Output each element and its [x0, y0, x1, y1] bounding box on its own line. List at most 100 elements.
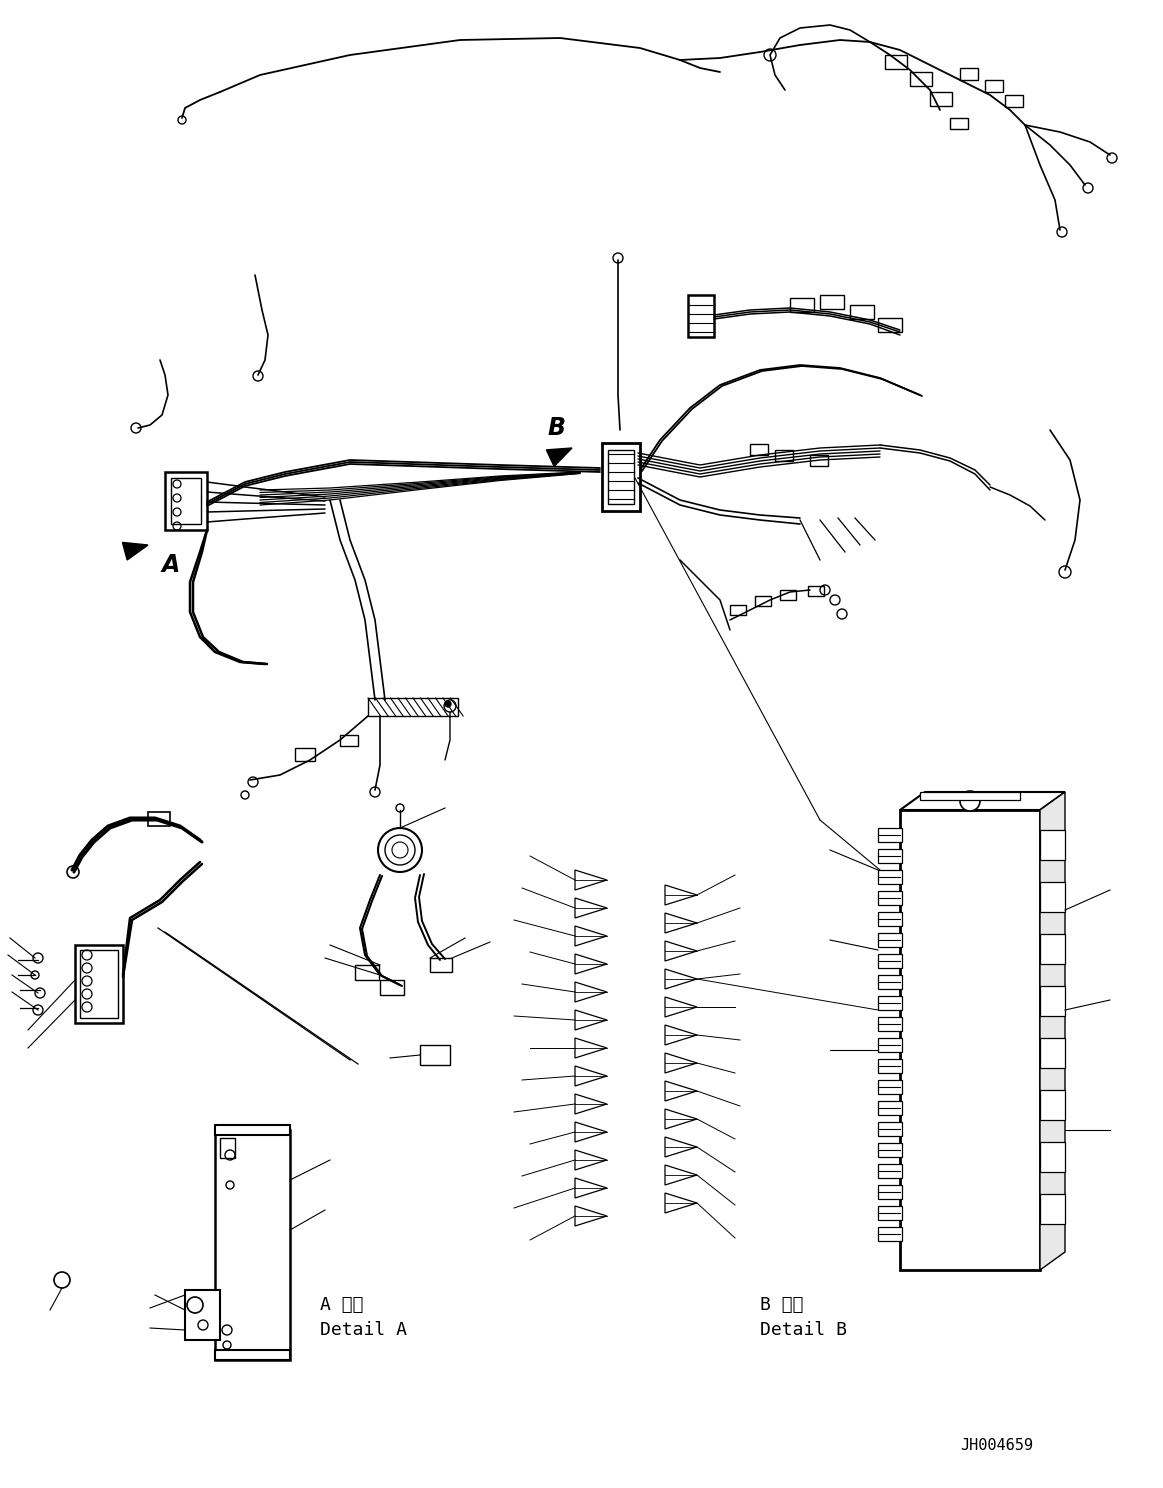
Bar — [148, 812, 170, 826]
Bar — [878, 912, 902, 926]
Bar — [1040, 1193, 1065, 1225]
Bar — [930, 92, 952, 106]
Bar — [809, 455, 828, 466]
Bar — [820, 295, 844, 310]
Bar — [420, 1045, 450, 1065]
Bar — [878, 1039, 902, 1052]
Text: B 詳細: B 詳細 — [759, 1296, 804, 1314]
Polygon shape — [575, 1065, 607, 1086]
Bar — [688, 295, 714, 336]
Bar — [1040, 830, 1065, 860]
Polygon shape — [665, 1080, 697, 1101]
Polygon shape — [575, 870, 607, 890]
Bar — [780, 591, 795, 600]
Bar — [878, 1143, 902, 1158]
Polygon shape — [575, 1122, 607, 1141]
Bar — [878, 850, 902, 863]
Bar — [215, 1350, 290, 1360]
Polygon shape — [1040, 792, 1065, 1269]
Bar — [755, 597, 771, 606]
Text: B: B — [548, 417, 566, 440]
Bar — [1040, 1141, 1065, 1173]
Text: Detail B: Detail B — [759, 1321, 847, 1339]
Bar — [1040, 882, 1065, 912]
Bar — [878, 318, 902, 332]
Text: A 詳細: A 詳細 — [320, 1296, 364, 1314]
Bar — [368, 698, 458, 716]
Polygon shape — [665, 940, 697, 961]
Bar — [220, 1138, 235, 1158]
Bar — [878, 975, 902, 990]
Circle shape — [445, 701, 451, 707]
Bar — [1005, 95, 1023, 107]
Bar — [878, 827, 902, 842]
Bar — [878, 933, 902, 946]
Polygon shape — [547, 448, 572, 466]
Bar — [900, 809, 1040, 1269]
Bar — [985, 80, 1003, 92]
Polygon shape — [122, 543, 148, 559]
Bar — [1040, 1039, 1065, 1068]
Bar — [602, 443, 640, 510]
Bar — [878, 1122, 902, 1135]
Bar — [878, 891, 902, 905]
Bar — [730, 606, 745, 615]
Circle shape — [959, 792, 980, 811]
Polygon shape — [665, 1109, 697, 1129]
Bar — [959, 68, 978, 80]
Polygon shape — [575, 897, 607, 918]
Bar — [950, 118, 968, 129]
Polygon shape — [575, 1150, 607, 1170]
Polygon shape — [575, 1205, 607, 1226]
Bar — [909, 71, 932, 86]
Text: A: A — [162, 554, 180, 577]
Bar — [878, 1059, 902, 1073]
Polygon shape — [575, 926, 607, 946]
Bar — [1040, 987, 1065, 1016]
Bar — [340, 735, 358, 745]
Text: Detail A: Detail A — [320, 1321, 407, 1339]
Bar — [775, 449, 793, 461]
Bar — [355, 966, 379, 981]
Bar — [1040, 934, 1065, 964]
Polygon shape — [575, 1039, 607, 1058]
Bar — [295, 748, 315, 760]
Bar — [165, 472, 207, 530]
Polygon shape — [575, 1178, 607, 1198]
Bar — [878, 1080, 902, 1094]
Polygon shape — [575, 982, 607, 1001]
Bar — [850, 305, 875, 318]
Polygon shape — [665, 1193, 697, 1213]
Polygon shape — [665, 969, 697, 990]
Polygon shape — [665, 1137, 697, 1158]
Polygon shape — [665, 1054, 697, 1073]
Bar — [878, 870, 902, 884]
Bar — [878, 1184, 902, 1199]
Text: JH004659: JH004659 — [959, 1437, 1033, 1452]
Bar — [80, 949, 117, 1018]
Bar — [608, 449, 634, 504]
Polygon shape — [575, 1094, 607, 1115]
Polygon shape — [575, 954, 607, 975]
Bar — [430, 958, 452, 972]
Bar — [215, 1125, 290, 1135]
Bar — [878, 1164, 902, 1178]
Polygon shape — [665, 914, 697, 933]
Bar — [808, 586, 825, 597]
Bar — [215, 1129, 290, 1360]
Bar — [878, 995, 902, 1010]
Bar — [878, 1205, 902, 1220]
Polygon shape — [665, 885, 697, 905]
Bar — [878, 1101, 902, 1115]
Polygon shape — [900, 792, 1065, 809]
Bar — [878, 1016, 902, 1031]
Bar — [185, 1290, 220, 1341]
Bar — [878, 954, 902, 969]
Polygon shape — [665, 1025, 697, 1045]
Bar — [171, 478, 201, 524]
Bar — [380, 981, 404, 995]
Bar — [878, 1228, 902, 1241]
Bar — [74, 945, 123, 1024]
Polygon shape — [665, 997, 697, 1016]
Bar — [750, 443, 768, 455]
